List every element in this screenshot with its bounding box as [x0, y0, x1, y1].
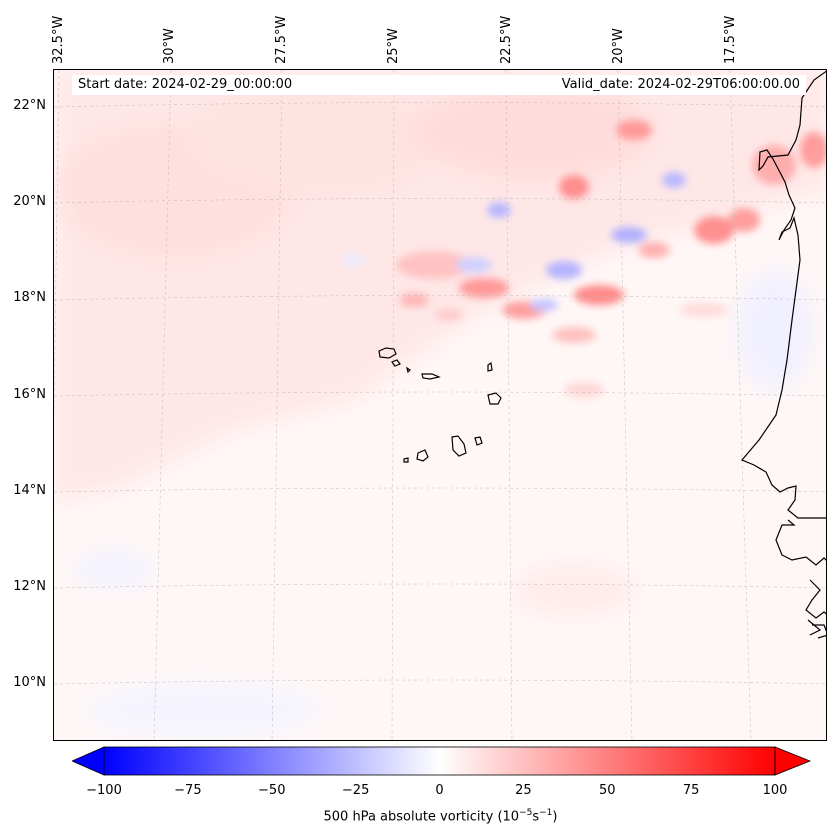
latitude-label: 22°N	[13, 98, 46, 113]
latitude-label: 16°N	[13, 387, 46, 402]
colorbar-tick-label: −75	[174, 783, 202, 798]
colorbar-max-extension	[774, 746, 812, 776]
longitude-label: 25°W	[386, 28, 401, 64]
longitude-label: 20°W	[611, 28, 626, 64]
colorbar-tick-label: −50	[258, 783, 286, 798]
colorbar-tick-label: 50	[598, 783, 616, 798]
latitude-label: 18°N	[13, 290, 46, 305]
latitude-label: 12°N	[13, 579, 46, 594]
start-date-label: Start date: 2024-02-29_00:00:00	[72, 75, 552, 95]
colorbar	[72, 746, 812, 776]
colorbar-tick-label: 100	[762, 783, 788, 798]
colorbar-tick-label: 75	[682, 783, 700, 798]
vorticity-map	[54, 70, 826, 740]
map-panel	[53, 69, 827, 741]
latitude-label: 20°N	[13, 194, 46, 209]
colorbar-min-extension	[72, 746, 105, 776]
longitude-label: 30°W	[162, 28, 177, 64]
vorticity-field	[54, 70, 826, 740]
longitude-label: 17.5°W	[723, 15, 738, 64]
colorbar-tick-label: 25	[515, 783, 532, 798]
latitude-label: 10°N	[13, 675, 46, 690]
latitude-label: 14°N	[13, 483, 46, 498]
gridlines	[54, 70, 826, 740]
longitude-label: 32.5°W	[51, 15, 66, 64]
west-africa-coastline	[741, 70, 826, 639]
colorbar-body	[103, 746, 776, 776]
colorbar-tick-label: 0	[435, 783, 444, 798]
colorbar-label: 500 hPa absolute vorticity (10−5s−1)	[323, 808, 558, 825]
cape-verde-islands	[378, 347, 502, 463]
colorbar-tick-label: −100	[86, 783, 122, 798]
longitude-label: 27.5°W	[274, 15, 289, 64]
vorticity-features	[342, 120, 826, 398]
longitude-label: 22.5°W	[499, 15, 514, 64]
colorbar-tick-label: −25	[341, 783, 370, 798]
valid-date-label: Valid_date: 2024-02-29T06:00:00.00	[540, 75, 806, 95]
